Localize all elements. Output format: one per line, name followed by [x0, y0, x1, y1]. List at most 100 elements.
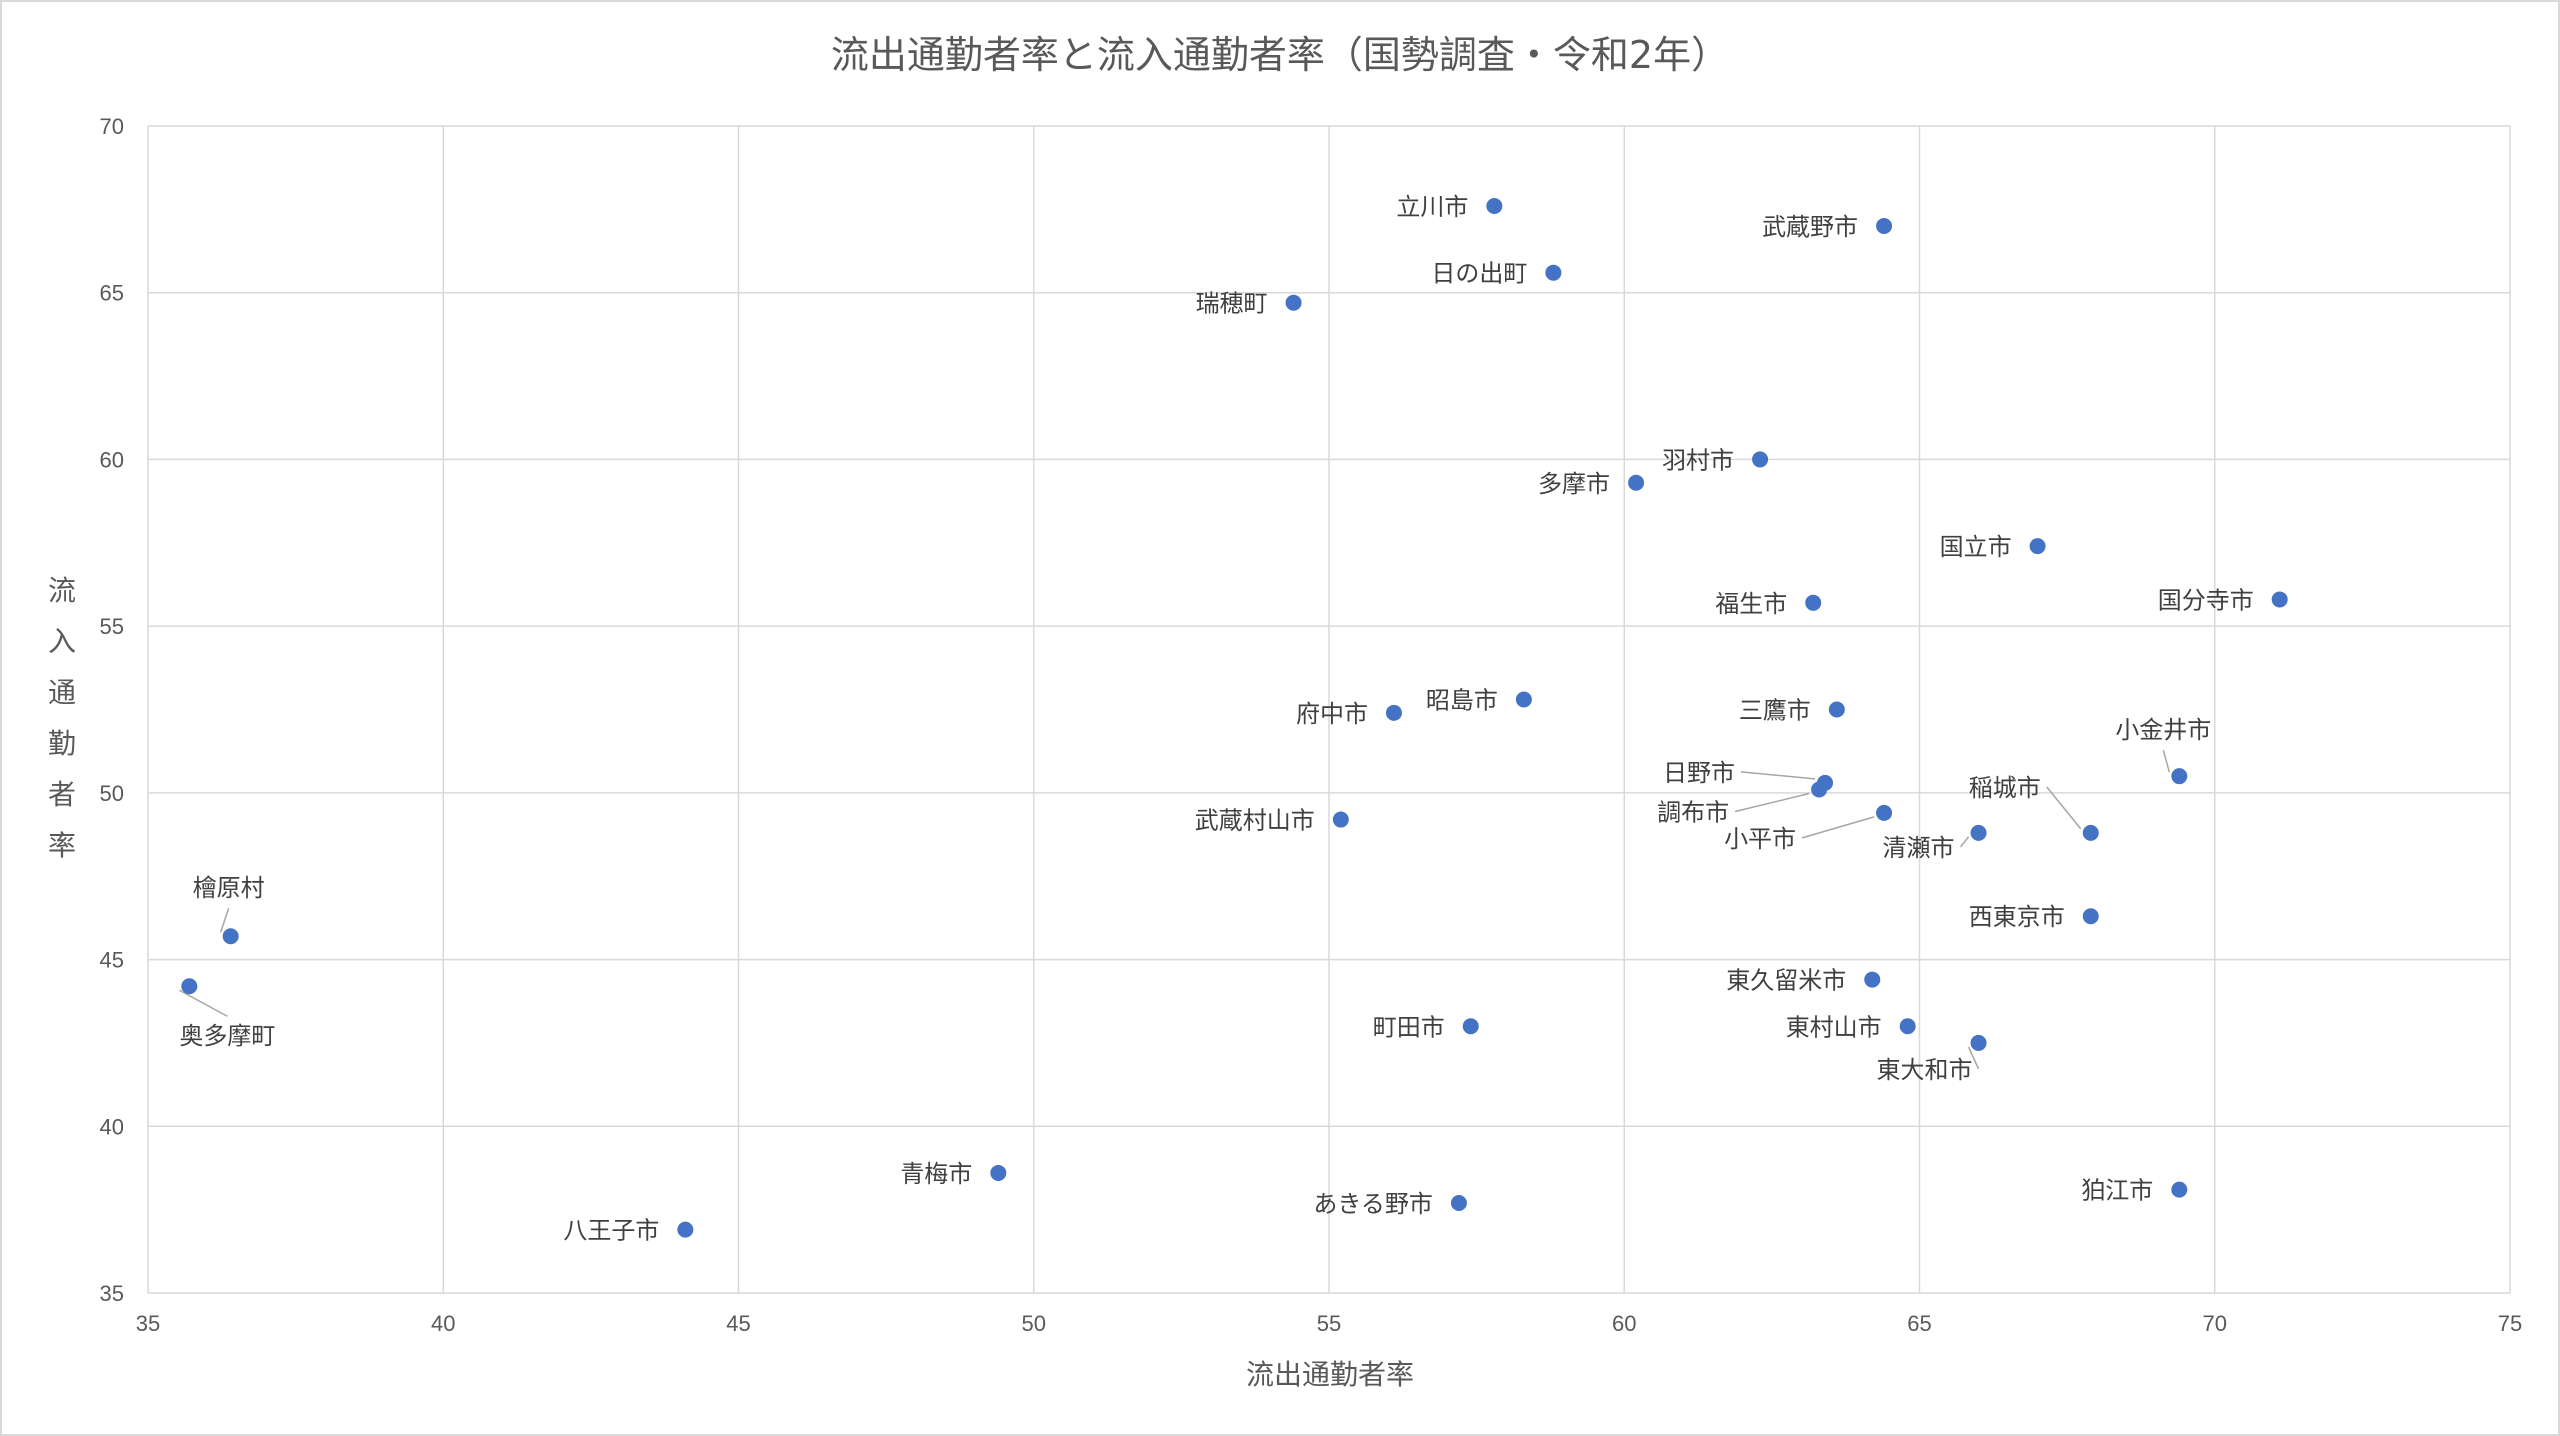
x-tick-label: 45: [726, 1311, 750, 1336]
data-point: [1752, 451, 1769, 468]
data-point: [2082, 908, 2099, 925]
data-point: [1545, 264, 1562, 281]
data-label: 狛江市: [2081, 1177, 2153, 1205]
leader-line: [1967, 1046, 1980, 1070]
data-point: [1332, 811, 1349, 828]
data-label: 東村山市: [1786, 1013, 1882, 1041]
data-point: [1486, 198, 1503, 215]
data-point: [1899, 1018, 1916, 1035]
x-tick-label: 70: [2203, 1311, 2227, 1336]
data-point: [1385, 704, 1402, 721]
leader-line: [1740, 771, 1816, 780]
leader-line: [219, 907, 230, 933]
x-tick-label: 65: [1907, 1311, 1931, 1336]
data-label: 三鷹市: [1739, 697, 1811, 725]
data-point: [990, 1164, 1007, 1181]
x-axis-title: 流出通勤者率: [1246, 1358, 1414, 1391]
data-label: 国分寺市: [2158, 586, 2254, 614]
data-label: 武蔵村山市: [1195, 807, 1315, 835]
data-label: 稲城市: [1969, 774, 2041, 802]
data-label: 日野市: [1663, 759, 1735, 787]
data-label: 多摩市: [1538, 470, 1610, 498]
leader-line: [2046, 786, 2082, 830]
chart-title: 流出通勤者率と流入通勤者率（国勢調査・令和2年）: [831, 33, 1729, 77]
data-label: 東大和市: [1877, 1056, 1973, 1084]
data-point: [2171, 768, 2188, 785]
data-label: 奥多摩町: [179, 1022, 275, 1050]
x-tick-label: 35: [136, 1311, 160, 1336]
x-tick-label: 50: [1022, 1311, 1046, 1336]
y-tick-label: 50: [100, 781, 124, 806]
data-label: 日の出町: [1431, 260, 1527, 288]
y-tick-label: 45: [100, 948, 124, 973]
leader-line: [2162, 749, 2171, 773]
data-label: 小平市: [1724, 825, 1796, 853]
y-axis-title-char: 入: [48, 625, 76, 658]
data-label: 立川市: [1396, 193, 1468, 221]
gridlines: [147, 125, 2511, 1294]
leader-line: [1801, 816, 1875, 839]
data-point: [1828, 701, 1845, 718]
data-point: [2171, 1181, 2188, 1198]
data-point: [222, 928, 239, 945]
data-label: 国立市: [1940, 533, 2012, 561]
y-axis-title-char: 通: [48, 676, 76, 709]
y-axis-title: 流入通勤者率: [48, 574, 76, 862]
y-axis-title-char: 率: [48, 829, 76, 862]
data-label: あきる野市: [1313, 1190, 1433, 1218]
x-tick-label: 40: [431, 1311, 455, 1336]
x-tick-label: 55: [1317, 1311, 1341, 1336]
data-label: 調布市: [1657, 799, 1729, 827]
data-label: 八王子市: [563, 1217, 659, 1245]
y-tick-label: 40: [100, 1114, 124, 1139]
data-label: 西東京市: [1969, 903, 2065, 931]
leader-lines: [178, 749, 2171, 1070]
tick-labels: 35 40 45 50 55 60 65 70 75 35 40 45 50 55 60 65 70: [100, 114, 2523, 1336]
data-point: [1811, 781, 1828, 798]
data-label: 昭島市: [1426, 686, 1498, 714]
leader-line: [178, 989, 228, 1017]
data-point: [1450, 1194, 1467, 1211]
y-tick-label: 70: [100, 114, 124, 139]
y-tick-label: 55: [100, 614, 124, 639]
x-tick-label: 75: [2498, 1311, 2522, 1336]
data-point: [677, 1221, 694, 1238]
data-label: 清瀬市: [1883, 834, 1955, 862]
data-label: 武蔵野市: [1762, 213, 1858, 241]
data-label: 福生市: [1715, 590, 1787, 618]
data-point: [1876, 804, 1893, 821]
data-point: [1970, 1034, 1987, 1051]
data-label: 瑞穂町: [1196, 290, 1268, 318]
data-label: 町田市: [1373, 1013, 1445, 1041]
data-label: 羽村市: [1662, 446, 1734, 474]
data-point: [1864, 971, 1881, 988]
data-point: [181, 978, 198, 995]
data-point: [2082, 824, 2099, 841]
leader-line: [1959, 836, 1970, 848]
data-points: [181, 198, 2288, 1238]
data-point: [2271, 591, 2288, 608]
y-tick-label: 60: [100, 447, 124, 472]
y-axis-title-char: 流: [48, 574, 76, 607]
data-point: [1876, 218, 1893, 235]
leader-line: [1734, 792, 1810, 813]
data-label: 府中市: [1296, 700, 1368, 728]
data-label: 小金井市: [2115, 716, 2211, 744]
data-point: [2029, 538, 2046, 555]
data-label: 青梅市: [900, 1160, 972, 1188]
data-point: [1628, 474, 1645, 491]
data-label: 東久留米市: [1726, 967, 1846, 995]
y-axis-title-char: 者: [48, 778, 76, 811]
data-point: [1515, 691, 1532, 708]
data-point: [1285, 294, 1302, 311]
data-point: [1805, 594, 1822, 611]
data-point: [1462, 1018, 1479, 1035]
x-tick-label: 60: [1612, 1311, 1636, 1336]
y-tick-label: 65: [100, 281, 124, 306]
data-label: 檜原村: [193, 874, 265, 902]
y-tick-label: 35: [100, 1281, 124, 1306]
